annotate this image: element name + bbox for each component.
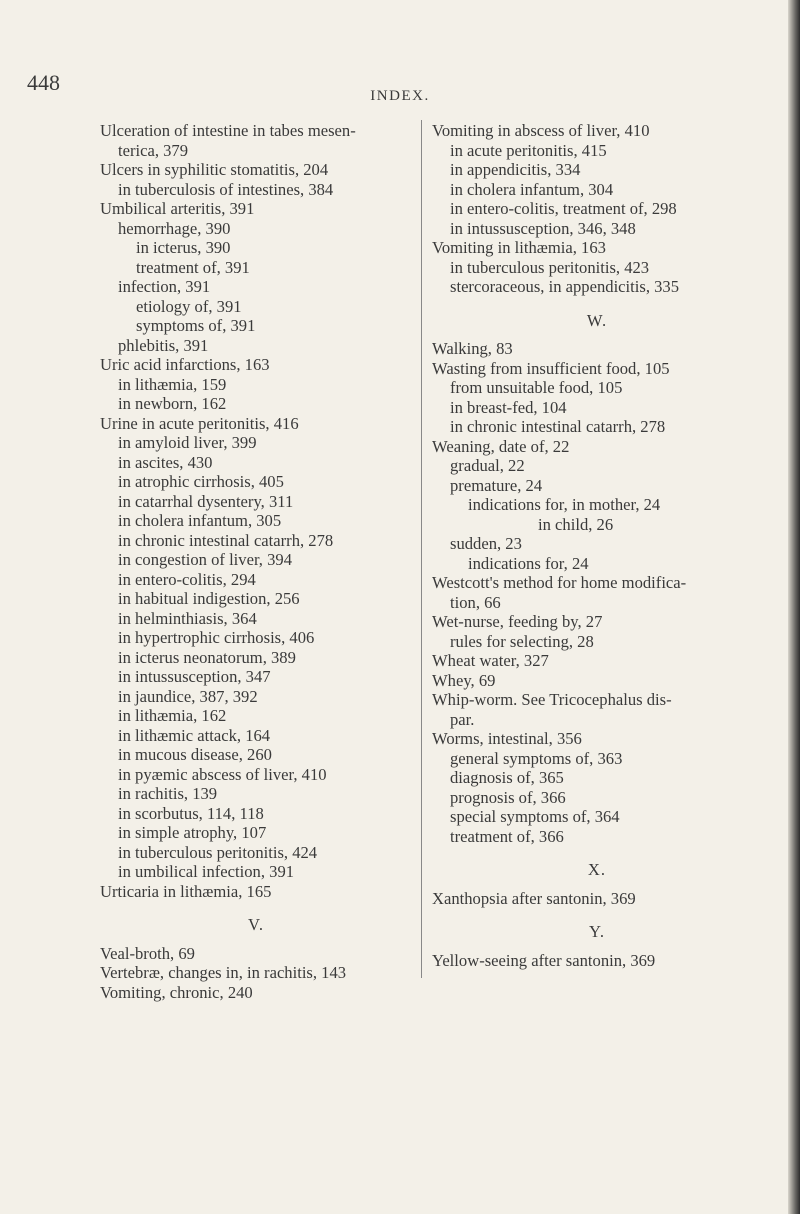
entry: Ulceration of intestine in tabes mesen-	[100, 121, 356, 140]
subentry: in intussusception, 346, 348	[450, 218, 636, 238]
subentry: in acute peritonitis, 415	[450, 140, 607, 160]
entry: Yellow-seeing after santonin, 369	[432, 950, 656, 970]
subentry: in pyæmic abscess of liver, 410	[118, 764, 327, 784]
index-column: Ulceration of intestine in tabes mesen-t…	[100, 121, 412, 1002]
subentry: in simple atrophy, 107	[118, 823, 267, 842]
page-number: 448	[27, 70, 60, 95]
subentry: in scorbutus, 114, 118	[118, 803, 264, 823]
section-heading: W.	[586, 310, 608, 330]
page-title: INDEX.	[370, 88, 430, 104]
section-heading: X.	[587, 860, 607, 879]
subentry: in lithæmia, 162	[118, 706, 227, 725]
section-heading: Y.	[589, 922, 605, 941]
subentry: in chronic intestinal catarrh, 278	[118, 530, 334, 550]
subentry: in icterus, 390	[136, 238, 231, 257]
entry: Vomiting in abscess of liver, 410	[432, 121, 650, 140]
subentry: etiology of, 391	[136, 296, 242, 316]
subentry: infection, 391	[118, 277, 211, 296]
subentry: in mucous disease, 260	[118, 745, 272, 764]
entry: Wheat water, 327	[432, 651, 549, 670]
subentry: gradual, 22	[450, 456, 525, 475]
subentry: in catarrhal dysentery, 311	[118, 491, 294, 511]
subentry: in chronic intestinal catarrh, 278	[450, 417, 666, 436]
subentry: symptoms of, 391	[136, 316, 256, 335]
entry-continuation: par.	[450, 709, 475, 729]
subentry: in appendicitis, 334	[450, 160, 581, 179]
subentry: prognosis of, 366	[450, 787, 566, 807]
subentry: in helminthiasis, 364	[118, 608, 257, 628]
subentry: diagnosis of, 365	[450, 768, 564, 787]
subentry: in habitual indigestion, 256	[118, 589, 300, 608]
subentry: sudden, 23	[450, 534, 522, 553]
entry: Ulcers in syphilitic stomatitis, 204	[100, 160, 329, 179]
subentry: in umbilical infection, 391	[118, 862, 295, 881]
subentry: in hypertrophic cirrhosis, 406	[118, 628, 315, 647]
subentry: in breast-fed, 104	[450, 397, 567, 417]
entry: Walking, 83	[432, 339, 513, 358]
entry: Weaning, date of, 22	[432, 436, 570, 456]
subentry: in entero-colitis, treatment of, 298	[450, 199, 677, 218]
subentry: in lithæmia, 159	[118, 374, 227, 394]
subentry: in entero-colitis, 294	[118, 569, 256, 589]
subentry: in jaundice, 387, 392	[118, 686, 258, 706]
subentry: premature, 24	[450, 475, 543, 495]
entry: Vertebræ, changes in, in rachitis, 143	[100, 963, 347, 982]
subentry: special symptoms of, 364	[450, 807, 620, 826]
entry: Vomiting in lithæmia, 163	[432, 238, 606, 257]
subentry: in intussusception, 347	[118, 667, 271, 686]
entry: Uric acid infarctions, 163	[100, 355, 270, 374]
entry: Xanthopsia after santonin, 369	[432, 888, 636, 908]
subentry: in atrophic cirrhosis, 405	[118, 472, 284, 491]
subentry: in cholera infantum, 304	[450, 179, 614, 199]
entry: Whey, 69	[432, 670, 496, 690]
subentry: in lithæmic attack, 164	[118, 725, 271, 745]
entry-continuation: terica, 379	[118, 140, 189, 160]
subentry: in congestion of liver, 394	[118, 550, 292, 569]
subentry: in tuberculous peritonitis, 424	[118, 842, 318, 862]
subentry: in rachitis, 139	[118, 784, 218, 803]
subentry: treatment of, 391	[136, 257, 250, 277]
entry-continuation: in child, 26	[538, 514, 614, 534]
entry: Wet-nurse, feeding by, 27	[432, 612, 603, 631]
entry: Umbilical arteritis, 391	[100, 199, 255, 218]
entry: Worms, intestinal, 356	[432, 729, 582, 748]
entry: Veal-broth, 69	[100, 943, 195, 963]
entry: Westcott's method for home modifica-	[432, 573, 687, 592]
subentry: treatment of, 366	[450, 826, 564, 846]
subentry: in icterus neonatorum, 389	[118, 647, 296, 667]
column-rule	[421, 120, 422, 978]
subentry: in tuberculosis of intestines, 384	[118, 179, 334, 199]
subentry: in newborn, 162	[118, 394, 227, 413]
entry: Wasting from insufficient food, 105	[432, 358, 670, 378]
entry: Whip-worm. See Tricocephalus dis-	[432, 690, 672, 709]
page-edge	[788, 0, 800, 1214]
entry: Vomiting, chronic, 240	[100, 982, 253, 1002]
subentry: in tuberculous peritonitis, 423	[450, 257, 650, 277]
subentry: phlebitis, 391	[118, 335, 209, 355]
subentry: stercoraceous, in appendicitis, 335	[450, 277, 680, 296]
subentry: in ascites, 430	[118, 452, 213, 472]
entry-continuation: tion, 66	[450, 592, 501, 612]
index-column: Vomiting in abscess of liver, 410 in acut…	[432, 121, 762, 970]
entry: Urine in acute peritonitis, 416	[100, 413, 299, 433]
subentry: in amyloid liver, 399	[118, 433, 257, 452]
subentry: indications for, in mother, 24	[468, 495, 661, 514]
section-heading: V.	[248, 915, 264, 934]
entry: Urticaria in lithæmia, 165	[100, 881, 272, 901]
subentry: indications for, 24	[468, 553, 589, 573]
subentry: hemorrhage, 390	[118, 218, 231, 238]
subentry: in cholera infantum, 305	[118, 511, 282, 530]
subentry: rules for selecting, 28	[450, 631, 594, 651]
subentry: general symptoms of, 363	[450, 748, 623, 768]
subentry: from unsuitable food, 105	[450, 378, 623, 397]
